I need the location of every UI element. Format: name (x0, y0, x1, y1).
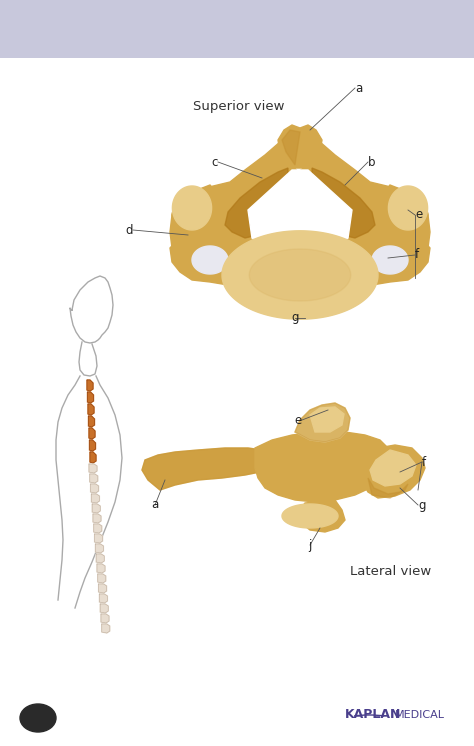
Polygon shape (95, 534, 102, 543)
Polygon shape (90, 440, 95, 451)
Polygon shape (94, 524, 102, 533)
Polygon shape (226, 234, 374, 316)
Polygon shape (87, 380, 93, 391)
Text: c: c (211, 155, 218, 169)
Text: Lateral view: Lateral view (350, 565, 431, 578)
Polygon shape (89, 464, 97, 473)
Polygon shape (93, 514, 101, 523)
Polygon shape (92, 504, 100, 513)
Text: a: a (355, 81, 362, 95)
Polygon shape (310, 407, 344, 432)
Polygon shape (97, 564, 105, 573)
Polygon shape (278, 125, 322, 168)
Text: j: j (308, 539, 312, 551)
Polygon shape (91, 484, 99, 493)
Text: MEDICAL: MEDICAL (395, 710, 445, 720)
Polygon shape (89, 428, 95, 439)
Polygon shape (99, 584, 107, 593)
Text: f: f (415, 248, 419, 262)
Polygon shape (95, 544, 103, 553)
Text: d: d (126, 224, 133, 236)
Polygon shape (91, 494, 100, 503)
Polygon shape (100, 594, 108, 603)
Polygon shape (96, 554, 104, 563)
Polygon shape (312, 168, 375, 238)
Text: a: a (151, 498, 159, 512)
Bar (0, 0, 474, 58)
Polygon shape (100, 604, 108, 613)
Polygon shape (388, 186, 428, 230)
Polygon shape (370, 450, 416, 486)
Polygon shape (248, 170, 352, 255)
Polygon shape (362, 445, 425, 498)
Ellipse shape (20, 704, 56, 732)
Polygon shape (90, 452, 96, 463)
Polygon shape (101, 614, 109, 623)
Polygon shape (225, 168, 288, 238)
Polygon shape (142, 448, 270, 490)
Text: e: e (295, 413, 302, 427)
Polygon shape (372, 246, 408, 274)
Polygon shape (350, 185, 430, 282)
Polygon shape (295, 403, 350, 442)
Polygon shape (89, 416, 94, 427)
Polygon shape (249, 249, 351, 301)
Text: g: g (291, 312, 299, 325)
Polygon shape (222, 231, 378, 319)
Polygon shape (282, 130, 300, 165)
Polygon shape (282, 504, 338, 528)
Text: f: f (422, 456, 426, 468)
Text: g: g (418, 498, 426, 512)
Polygon shape (173, 186, 211, 230)
Polygon shape (102, 624, 110, 633)
Text: e: e (415, 208, 422, 222)
Polygon shape (170, 135, 430, 303)
Polygon shape (368, 478, 408, 498)
Text: b: b (368, 155, 375, 169)
Polygon shape (88, 392, 93, 403)
Polygon shape (298, 500, 345, 532)
Polygon shape (192, 246, 228, 274)
Text: Superior view: Superior view (193, 100, 284, 113)
Polygon shape (295, 403, 350, 442)
Polygon shape (90, 474, 98, 483)
Text: KAPLAN: KAPLAN (345, 709, 401, 721)
Polygon shape (98, 574, 106, 583)
Polygon shape (255, 432, 392, 502)
Polygon shape (170, 185, 250, 282)
Polygon shape (88, 404, 94, 415)
Polygon shape (142, 448, 270, 490)
